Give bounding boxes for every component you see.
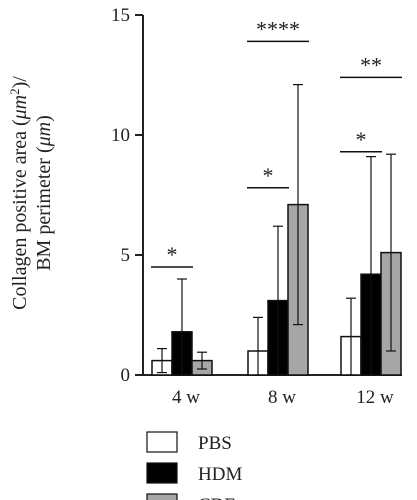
legend-label-pbs: PBS xyxy=(198,433,232,454)
y-axis-title-line2: BM perimeter (μm) xyxy=(33,115,55,271)
legend-swatch-cde xyxy=(146,493,178,500)
y-tick-label: 5 xyxy=(121,245,131,266)
x-category-label: 8 w xyxy=(268,387,296,408)
y-axis-title: Collagen positive area (μm2)/ BM perimet… xyxy=(7,76,56,310)
significance-label: * xyxy=(356,127,367,152)
legend-swatch-hdm xyxy=(146,462,178,484)
significance-label: * xyxy=(263,163,274,188)
x-category-label: 4 w xyxy=(172,387,200,408)
y-tick-label: 0 xyxy=(121,365,131,386)
significance-markers: ********* xyxy=(151,16,402,268)
significance-label: **** xyxy=(256,16,300,41)
y-tick-label: 15 xyxy=(111,5,130,26)
bars xyxy=(151,203,402,376)
y-tick-label: 10 xyxy=(111,125,130,146)
legend-label-cde: CDE xyxy=(198,495,236,500)
error-bars xyxy=(157,83,396,376)
legend-swatch-pbs xyxy=(146,431,178,453)
significance-label: * xyxy=(167,242,178,267)
x-category-label: 12 w xyxy=(356,387,394,408)
y-axis-title-line1: Collagen positive area (μm2)/ xyxy=(7,76,32,310)
legend-label-hdm: HDM xyxy=(198,464,242,485)
significance-label: ** xyxy=(360,52,382,77)
legend: PBS HDM CDE xyxy=(146,431,242,500)
